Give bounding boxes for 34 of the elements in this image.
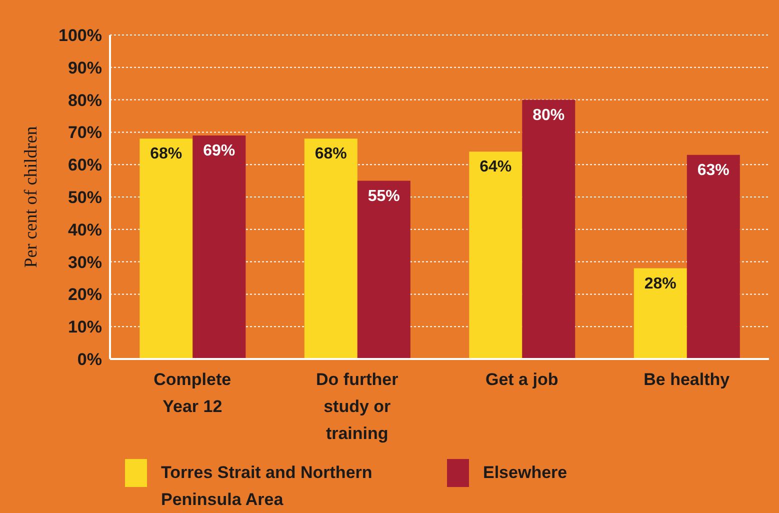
data-label: 64% — [480, 158, 512, 176]
data-label: 80% — [532, 106, 565, 124]
y-tick-label: 10% — [68, 318, 102, 337]
y-tick-label: 100% — [58, 26, 102, 46]
legend-label: Torres Strait and Northern Peninsula Area — [161, 462, 374, 511]
bar — [357, 180, 410, 359]
bar — [469, 152, 522, 359]
bar — [522, 100, 576, 359]
bar — [140, 138, 193, 359]
x-tick-label: Get a job — [486, 370, 558, 389]
x-tick-label: Complete Year 12 — [154, 370, 232, 416]
y-tick-label: 0% — [77, 350, 102, 370]
data-label: 68% — [150, 146, 182, 163]
y-tick-label: 30% — [68, 252, 102, 272]
y-tick-label: 70% — [68, 123, 102, 142]
bar — [304, 138, 358, 359]
bar — [192, 135, 246, 359]
y-tick-label: 20% — [68, 285, 102, 304]
data-label: 55% — [368, 188, 400, 205]
x-tick-label: Be healthy — [644, 370, 730, 389]
y-tick-label: 50% — [68, 188, 102, 208]
y-tick-label: 40% — [68, 220, 102, 240]
y-tick-label: 60% — [68, 156, 102, 175]
bar — [634, 268, 687, 359]
bar — [686, 154, 740, 359]
y-tick-label: 90% — [68, 58, 102, 78]
y-tick-label: 80% — [68, 90, 102, 110]
data-label: 68% — [314, 146, 347, 163]
y-axis-title: Per cent of children — [20, 126, 40, 268]
x-tick-label: Do further study or training — [316, 370, 399, 443]
data-label: 63% — [697, 162, 730, 179]
data-label: 28% — [644, 275, 676, 292]
legend-label: Elsewhere — [483, 462, 568, 484]
data-label: 69% — [203, 142, 236, 160]
